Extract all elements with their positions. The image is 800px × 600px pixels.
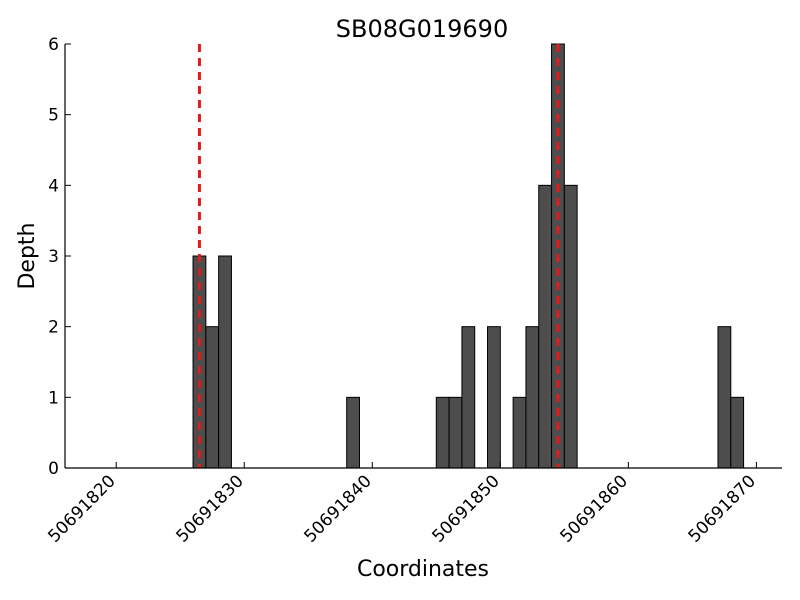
y-tick-label-5: 5 [48, 106, 59, 126]
x-tick-label-3: 50691850 [429, 471, 504, 546]
x-tick-label-2: 50691840 [300, 471, 375, 546]
bar-14 [730, 396, 745, 469]
x-tick-label-4: 50691860 [557, 471, 632, 546]
bar-8 [512, 396, 527, 469]
bar-12 [563, 184, 578, 469]
y-tick-label-1: 1 [48, 388, 59, 408]
y-tick-label-0: 0 [48, 459, 59, 479]
x-tick-label-1: 50691830 [172, 471, 247, 546]
bar-5 [448, 396, 463, 469]
bar-1 [205, 326, 220, 469]
y-ticks-group: 0 1 2 3 4 5 6 [48, 35, 71, 479]
y-tick-label-6: 6 [48, 35, 59, 55]
bar-9 [525, 326, 540, 469]
x-tick-label-5: 50691870 [685, 471, 760, 546]
markers-group [197, 44, 560, 468]
x-ticks-group: 50691820 50691830 50691840 50691850 50691860… [44, 462, 760, 547]
bar-6 [461, 326, 476, 469]
x-axis-label: Coordinates [357, 557, 489, 582]
bar-7 [487, 326, 501, 469]
bar-4 [435, 396, 450, 469]
y-tick-label-2: 2 [48, 318, 59, 338]
bar-3 [346, 396, 360, 469]
bar-10 [538, 184, 553, 469]
x-tick-label-0: 50691820 [44, 471, 119, 546]
y-tick-label-4: 4 [48, 176, 59, 196]
y-axis-label: Depth [15, 222, 40, 289]
bar-2 [218, 255, 232, 469]
bar-13 [717, 326, 732, 469]
y-tick-label-3: 3 [48, 247, 59, 267]
axes-group [64, 44, 782, 469]
bars-group [192, 43, 745, 469]
chart-title: SB08G019690 [336, 15, 508, 43]
